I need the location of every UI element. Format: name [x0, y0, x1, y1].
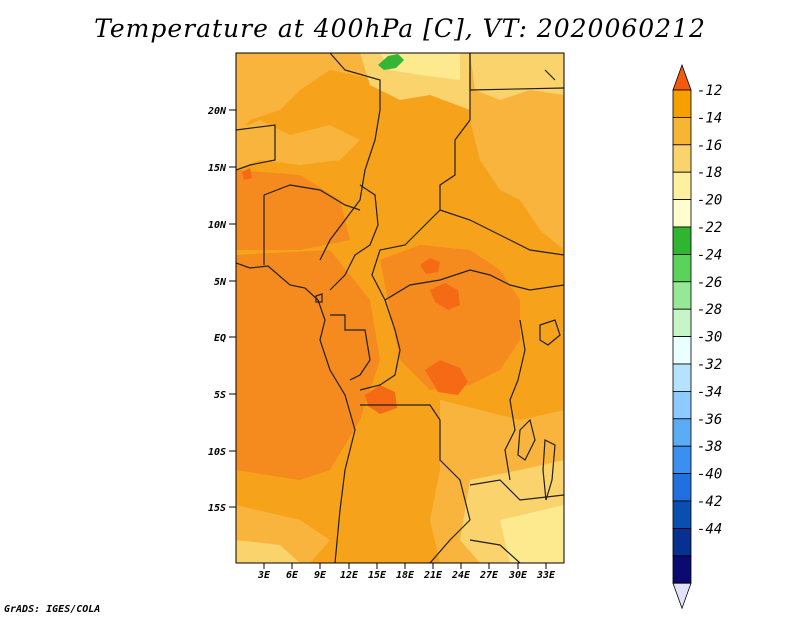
- border-egypt: [469, 53, 564, 91]
- colorbar-segment: [672, 445, 692, 475]
- hot-spot-3: [425, 360, 468, 395]
- coastline-west: [236, 262, 356, 563]
- lat-axis: 20N 15N 10N 5N EQ 5S 10S 15S: [207, 106, 236, 514]
- border-car-drc: [384, 269, 564, 301]
- colorbar-segment: [672, 528, 692, 557]
- border-gabon-congo: [330, 314, 371, 381]
- lon-axis: 3E 6E 9E 12E 15E 18E 21E 24E 27E 30E 33E: [257, 563, 556, 581]
- lake-tanganyika: [517, 418, 536, 461]
- colorbar-segment: [672, 281, 692, 310]
- colorbar-label: -30: [697, 330, 722, 346]
- lat-label: 15N: [208, 163, 227, 174]
- colorbar-segment: [672, 308, 692, 338]
- colorbar-segment: [672, 336, 692, 365]
- temperature-field: [236, 53, 564, 563]
- hot-spot-2: [430, 283, 460, 310]
- colorbar-label: -24: [697, 247, 722, 263]
- colorbar-label: -18: [697, 165, 722, 181]
- grads-credit: GrADS: IGES/COLA: [4, 604, 101, 615]
- colorbar-label: -20: [697, 193, 722, 209]
- colorbar-label: -16: [697, 138, 722, 154]
- hot-spot-4: [365, 385, 397, 414]
- lon-label: 12E: [340, 570, 359, 581]
- colorbar: [672, 63, 692, 610]
- colorbar-label: -42: [697, 494, 722, 510]
- lon-label: 21E: [423, 570, 443, 581]
- lat-label: EQ: [214, 333, 226, 344]
- colorbar-label: -22: [697, 220, 722, 236]
- colorbar-label: -32: [697, 357, 722, 373]
- field-warm-congo: [380, 245, 520, 390]
- lon-label: 3E: [257, 570, 271, 581]
- lat-label: 15S: [208, 503, 226, 514]
- colorbar-top-arrow: [672, 63, 692, 91]
- field-light-east: [470, 53, 564, 250]
- border-sudan-south: [439, 209, 564, 256]
- colorbar-segment: [672, 171, 692, 200]
- border-mali: [236, 124, 276, 171]
- colorbar-segment: [672, 199, 692, 228]
- lon-label: 33E: [536, 570, 556, 581]
- colorbar-segment: [672, 144, 692, 173]
- lake-victoria: [539, 319, 561, 346]
- border-niger-chad: [319, 53, 381, 261]
- lon-label: 15E: [368, 570, 387, 581]
- hot-spot-1: [420, 258, 440, 274]
- lat-label: 5S: [214, 390, 226, 401]
- colorbar-segment: [672, 418, 692, 447]
- lon-label: 30E: [508, 570, 528, 581]
- colorbar-label: -34: [697, 384, 722, 400]
- island-bioko: [315, 293, 323, 303]
- lon-label: 18E: [396, 570, 415, 581]
- hot-spot-5: [242, 168, 252, 180]
- colorbar-label: -38: [697, 439, 722, 455]
- colorbar-label: -40: [697, 467, 722, 483]
- border-nigeria-north: [263, 184, 361, 211]
- lon-label: 27E: [479, 570, 499, 581]
- lon-label: 24E: [451, 570, 471, 581]
- lat-label: 20N: [207, 106, 227, 117]
- green-patch: [378, 54, 404, 70]
- border-zambia-south: [469, 479, 564, 501]
- colorbar-label: -26: [697, 275, 722, 291]
- colorbar-segment: [672, 89, 692, 118]
- field-pale-sw: [236, 540, 300, 563]
- border-zimbabwe: [469, 539, 521, 563]
- colorbar-segment: [672, 473, 692, 502]
- colorbar-label: -12: [697, 83, 722, 99]
- border-cameroon-chad: [329, 184, 379, 291]
- colorbar-bottom-arrow: [672, 582, 692, 610]
- map-title: Temperature at 400hPa [C], VT: 202006021…: [94, 14, 706, 43]
- field-warm-atlantic: [236, 250, 380, 480]
- colorbar-label: -14: [697, 110, 722, 126]
- colorbar-segment: [672, 555, 692, 584]
- lon-label: 9E: [314, 570, 327, 581]
- colorbar-segment: [672, 226, 692, 255]
- colorbar-segment: [672, 390, 692, 420]
- border-great-lakes: [504, 319, 526, 481]
- lat-label: 10S: [208, 447, 226, 458]
- colorbar-label: -44: [697, 521, 722, 537]
- colorbar-segment: [672, 500, 692, 529]
- colorbar-labels: -12 -14 -16 -18 -20 -22 -24 -26 -28 -30 -32 -34 -36 -…: [697, 83, 722, 537]
- lon-label: 6E: [286, 570, 299, 581]
- lake-malawi: [542, 439, 556, 501]
- lat-label: 5N: [214, 277, 227, 288]
- border-angola: [360, 404, 471, 563]
- coast-red-sea: [544, 69, 556, 81]
- colorbar-segment: [672, 117, 692, 146]
- colorbar-segment: [672, 253, 692, 283]
- country-borders: [236, 53, 564, 563]
- map-frame: [235, 52, 565, 564]
- colorbar-label: -36: [697, 412, 722, 428]
- colorbar-segment: [672, 363, 692, 392]
- field-light-sahel: [236, 120, 360, 170]
- border-congo-drc: [359, 299, 401, 391]
- lat-label: 10N: [208, 220, 227, 231]
- field-paler-se: [500, 505, 564, 563]
- colorbar-label: -28: [697, 302, 722, 318]
